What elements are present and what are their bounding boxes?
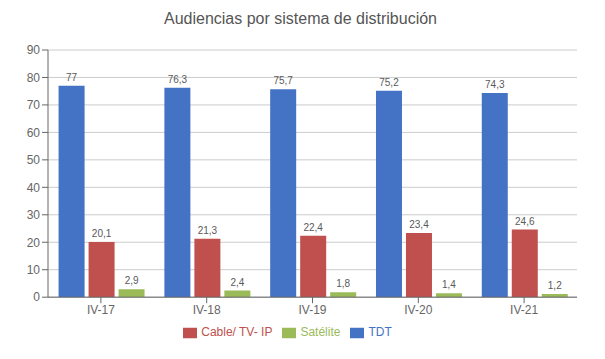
svg-text:80: 80: [27, 71, 41, 85]
svg-text:10: 10: [27, 263, 41, 277]
svg-text:90: 90: [27, 43, 41, 57]
svg-text:IV-20: IV-20: [404, 303, 432, 317]
html-text:TDT: TDT: [368, 325, 392, 340]
svg-text:70: 70: [27, 98, 41, 112]
svg-text:24,6: 24,6: [515, 216, 535, 227]
svg-text:30: 30: [27, 208, 41, 222]
svg-text:50: 50: [27, 153, 41, 167]
svg-text:74,3: 74,3: [485, 79, 505, 90]
svg-text:40: 40: [27, 181, 41, 195]
svg-text:2,4: 2,4: [230, 277, 244, 288]
svg-text:20: 20: [27, 236, 41, 250]
svg-text:76,3: 76,3: [168, 74, 188, 85]
svg-text:77: 77: [66, 72, 78, 83]
svg-text:75,2: 75,2: [379, 77, 399, 88]
svg-text:IV-19: IV-19: [298, 303, 326, 317]
svg-text:23,4: 23,4: [409, 219, 429, 230]
svg-text:IV-21: IV-21: [510, 303, 538, 317]
svg-text:21,3: 21,3: [198, 225, 218, 236]
svg-text:0: 0: [33, 290, 40, 304]
svg-text:1,4: 1,4: [442, 279, 456, 290]
svg-text:1,8: 1,8: [336, 278, 350, 289]
html-text:Cable/ TV- IP: Cable/ TV- IP: [201, 325, 273, 340]
svg-text:2,9: 2,9: [125, 275, 139, 286]
html-text:Audiencias por sistema de dist: Audiencias por sistema de distribución: [164, 10, 437, 27]
svg-text:60: 60: [27, 126, 41, 140]
svg-text:75,7: 75,7: [273, 75, 293, 86]
html-text:Satélite: Satélite: [300, 325, 341, 340]
svg-text:20,1: 20,1: [92, 228, 112, 239]
svg-text:IV-18: IV-18: [193, 303, 221, 317]
svg-text:1,2: 1,2: [548, 280, 562, 291]
svg-text:IV-17: IV-17: [87, 303, 115, 317]
svg-text:22,4: 22,4: [303, 222, 323, 233]
